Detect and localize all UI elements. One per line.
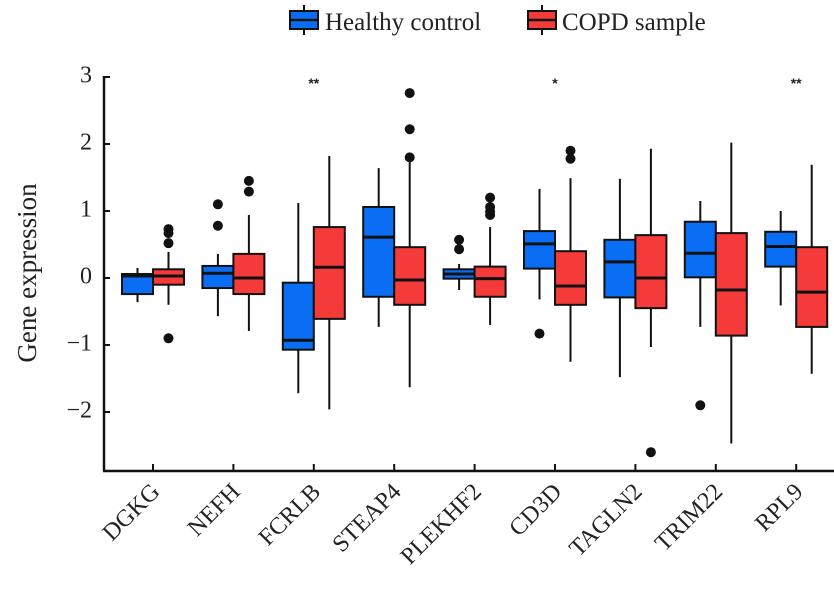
iqr-box [201,264,235,290]
y-axis-label: Gene expression [12,183,42,363]
y-tick-label: 2 [80,130,92,156]
iqr-box [764,230,798,268]
x-tick-label: PLEKHF2 [396,479,487,570]
outlier-point [404,152,415,163]
legend-item-copd: COPD sample [527,5,706,36]
outlier-point [454,234,465,245]
outlier-point [454,244,465,255]
outlier-point [404,88,415,99]
box-copd-tagln2 [634,148,668,458]
iqr-box [473,265,507,298]
outlier-point [163,228,174,239]
x-tick-label: RPL9 [750,479,808,537]
box-copd-nefh [232,175,266,331]
legend-label-copd: COPD sample [562,9,706,36]
x-tick-label: NEFH [183,479,246,542]
outlier-point [645,447,656,458]
x-tick-label: DGKG [98,479,165,546]
iqr-box [603,238,637,299]
legend-swatch-healthy [289,5,319,35]
outlier-point [212,220,223,231]
iqr-box [634,234,668,310]
significance-markers: ** * ** [308,75,802,91]
outlier-point [163,333,174,344]
iqr-box [554,250,587,306]
iqr-box [523,230,556,270]
iqr-box [232,252,266,296]
box-healthy-dgkg [121,267,154,303]
box-copd-plekhf2 [473,192,507,325]
box-healthy-plekhf2 [442,234,476,291]
y-tick-label: 1 [80,197,92,223]
legend-label-healthy: Healthy control [325,9,481,36]
significance-marker: * [552,75,558,91]
legend-item-healthy: Healthy control [289,5,481,36]
iqr-box [362,205,396,298]
outlier-point [163,238,174,249]
y-tick-label: 0 [80,264,92,290]
box-healthy-rpl9 [764,211,798,306]
x-tick-label: CD3D [505,479,568,542]
outlier-point [565,145,576,156]
iqr-box [281,281,315,351]
x-tick-label: TAGLN2 [565,479,648,562]
outlier-point [695,400,706,411]
x-tick-label: STEAP4 [328,479,407,558]
iqr-box [714,232,748,337]
significance-marker: ** [308,75,319,91]
box-healthy-cd3d [523,188,556,339]
box-copd-dgkg [152,224,185,344]
legend: Healthy control COPD sample [289,5,706,36]
iqr-box [795,246,829,328]
outlier-point [485,210,496,221]
box-copd-steap4 [393,88,427,388]
y-tick-label: −2 [66,398,92,424]
outlier-point [243,186,254,197]
outlier-point [243,175,254,186]
y-tick-label: −1 [66,331,92,357]
y-axis: 3 2 1 0 −1 −2 [66,63,110,471]
significance-marker: ** [791,75,802,91]
box-healthy-trim22 [683,200,717,411]
y-tick-label: 3 [80,63,92,89]
box-copd-rpl9 [795,164,829,374]
outlier-point [404,124,415,135]
outlier-point [565,153,576,164]
legend-swatch-copd [527,5,557,35]
box-copd-trim22 [714,142,748,444]
iqr-box [312,226,346,320]
box-healthy-fcrlb [281,202,315,394]
x-tick-label: TRIM22 [650,479,728,557]
x-tick-label: FCRLB [254,479,326,551]
outlier-point [212,199,223,210]
box-healthy-steap4 [362,168,396,327]
outlier-point [534,328,545,339]
box-healthy-tagln2 [603,178,637,378]
box-copd-fcrlb [312,156,346,410]
box-copd-cd3d [554,145,587,362]
iqr-box [683,220,717,279]
box-healthy-nefh [201,199,235,317]
boxes [121,88,829,458]
iqr-box [393,246,427,306]
outlier-point [485,192,496,203]
